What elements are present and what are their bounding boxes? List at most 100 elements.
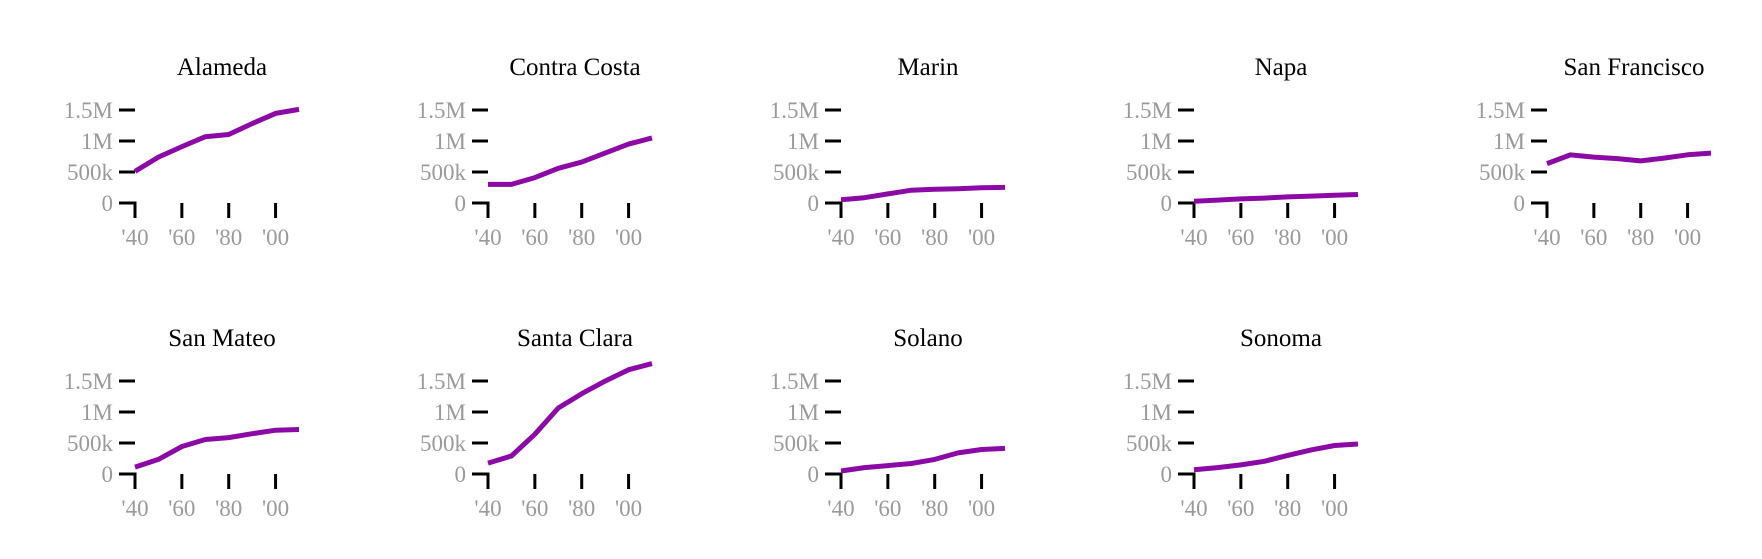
panel-title: Napa — [1255, 54, 1308, 81]
x-tick-label: '40 — [827, 496, 854, 521]
x-tick-label: '40 — [121, 496, 148, 521]
x-tick-label: '00 — [1674, 225, 1701, 250]
y-tick-label: 1.5M — [770, 98, 819, 123]
x-axis-corner — [486, 201, 490, 218]
panel-san-mateo: San Mateo 0 500k 1M 1.5M '40 '60 '80 '00 — [64, 325, 300, 521]
series-line — [133, 106, 300, 174]
x-tick-label: '40 — [827, 225, 854, 250]
y-tick-label: 1M — [787, 400, 819, 425]
y-tick-label: 500k — [773, 160, 820, 185]
y-tick-label: 1M — [1140, 400, 1172, 425]
series-line — [488, 135, 653, 187]
x-tick-label: '60 — [521, 496, 548, 521]
y-tick-label: 500k — [1479, 160, 1526, 185]
y-tick-label: 500k — [773, 431, 820, 456]
y-tick-label: 1.5M — [1123, 98, 1172, 123]
y-tick-label: 1M — [434, 129, 466, 154]
y-tick-label: 500k — [1126, 431, 1173, 456]
y-tick-label: 1M — [1493, 129, 1525, 154]
x-tick-label: '00 — [615, 496, 642, 521]
x-tick-label: '60 — [168, 496, 195, 521]
x-tick-label: '00 — [968, 496, 995, 521]
panel-title: Marin — [897, 54, 959, 81]
y-tick-label: 500k — [67, 160, 114, 185]
x-axis-corner — [133, 201, 137, 218]
y-tick-label: 1.5M — [770, 369, 819, 394]
x-tick-label: '00 — [262, 225, 289, 250]
x-tick-label: '00 — [262, 496, 289, 521]
panel-title: San Mateo — [168, 325, 276, 352]
y-tick-label: 0 — [102, 462, 114, 487]
x-tick-label: '60 — [874, 225, 901, 250]
panel-santa-clara: Santa Clara 0 500k 1M 1.5M '40 '60 '80 '00 — [417, 325, 653, 521]
panel-title: Santa Clara — [517, 325, 633, 352]
x-tick-label: '40 — [474, 225, 501, 250]
y-tick-label: 500k — [420, 431, 467, 456]
y-tick-label: 1M — [434, 400, 466, 425]
series-line — [1193, 192, 1359, 204]
panel-title: Sonoma — [1240, 325, 1322, 352]
panel-alameda: Alameda 0 500k 1M 1.5M '40 '60 '80 '00 — [64, 54, 300, 250]
x-tick-label: '80 — [1274, 225, 1301, 250]
x-tick-label: '80 — [568, 225, 595, 250]
x-tick-label: '00 — [968, 225, 995, 250]
panel-solano: Solano 0 500k 1M 1.5M '40 '60 '80 '00 — [770, 325, 1006, 521]
x-tick-label: '80 — [921, 496, 948, 521]
y-tick-label: 1M — [1140, 129, 1172, 154]
x-tick-label: '40 — [1533, 225, 1560, 250]
y-tick-label: 1.5M — [64, 98, 113, 123]
x-tick-label: '40 — [474, 496, 501, 521]
y-tick-label: 1M — [787, 129, 819, 154]
y-tick-label: 1.5M — [64, 369, 113, 394]
series-line — [134, 427, 300, 470]
x-tick-label: '80 — [1274, 496, 1301, 521]
panel-title: Solano — [893, 325, 962, 352]
panel-contra-costa: Contra Costa 0 500k 1M 1.5M '40 '60 '80 '00 — [417, 54, 653, 250]
y-tick-label: 1.5M — [417, 98, 466, 123]
x-axis-corner — [839, 472, 843, 489]
y-tick-label: 500k — [1126, 160, 1173, 185]
y-tick-label: 1M — [81, 400, 113, 425]
x-tick-label: '60 — [1580, 225, 1607, 250]
panel-san-francisco: San Francisco 0 500k 1M 1.5M '40 '60 '80 '00 — [1476, 54, 1712, 250]
x-tick-label: '60 — [168, 225, 195, 250]
x-axis-corner — [1545, 201, 1549, 218]
x-tick-label: '60 — [874, 496, 901, 521]
series-line — [1193, 441, 1359, 473]
x-tick-label: '60 — [1227, 496, 1254, 521]
x-tick-label: '80 — [215, 496, 242, 521]
series-line — [1546, 150, 1712, 166]
y-tick-label: 0 — [455, 462, 467, 487]
x-tick-label: '40 — [121, 225, 148, 250]
x-tick-label: '80 — [568, 496, 595, 521]
x-axis-corner — [839, 201, 843, 218]
panel-sonoma: Sonoma 0 500k 1M 1.5M '40 '60 '80 '00 — [1123, 325, 1359, 521]
y-tick-label: 1M — [81, 129, 113, 154]
x-tick-label: '40 — [1180, 496, 1207, 521]
x-tick-label: '40 — [1180, 225, 1207, 250]
y-tick-label: 1.5M — [1123, 369, 1172, 394]
x-axis-corner — [133, 472, 137, 489]
x-tick-label: '60 — [521, 225, 548, 250]
y-tick-label: 1.5M — [1476, 98, 1525, 123]
x-axis-corner — [1192, 472, 1196, 489]
x-tick-label: '00 — [615, 225, 642, 250]
series-line — [487, 361, 653, 466]
x-tick-label: '80 — [921, 225, 948, 250]
y-tick-label: 0 — [1161, 462, 1173, 487]
panel-napa: Napa 0 500k 1M 1.5M '40 '60 '80 '00 — [1123, 54, 1359, 250]
x-axis-corner — [1192, 201, 1196, 218]
y-tick-label: 0 — [1514, 191, 1526, 216]
y-tick-label: 0 — [808, 462, 820, 487]
x-axis-corner — [486, 472, 490, 489]
x-tick-label: '80 — [215, 225, 242, 250]
panel-title: Alameda — [177, 54, 267, 81]
y-tick-label: 1.5M — [417, 369, 466, 394]
y-tick-label: 0 — [102, 191, 114, 216]
y-tick-label: 0 — [808, 191, 820, 216]
x-tick-label: '60 — [1227, 225, 1254, 250]
x-tick-label: '00 — [1321, 496, 1348, 521]
panel-title: San Francisco — [1564, 54, 1705, 81]
